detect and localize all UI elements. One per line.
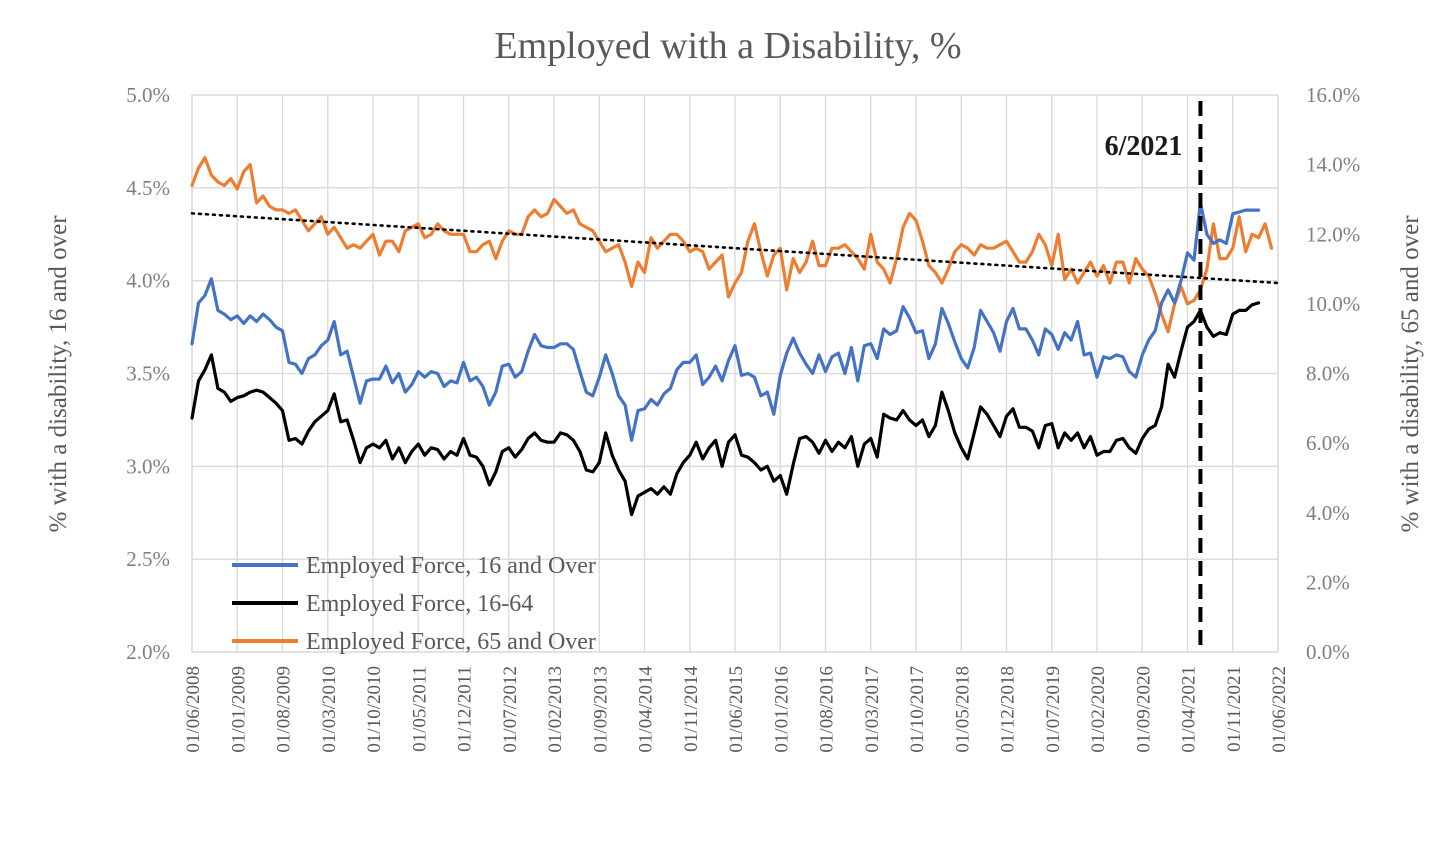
legend-label: Employed Force, 16-64	[306, 591, 533, 617]
right-tick-label: 4.0%	[1306, 501, 1350, 525]
x-tick-label: 01/09/2020	[1133, 666, 1154, 753]
x-tick-label: 01/07/2019	[1043, 666, 1064, 753]
x-tick-label: 01/08/2009	[274, 666, 295, 753]
x-tick-label: 01/01/2016	[771, 666, 792, 753]
x-tick-label: 01/11/2014	[681, 666, 702, 752]
left-tick-label: 4.5%	[126, 176, 170, 200]
right-tick-label: 2.0%	[1306, 570, 1350, 594]
x-tick-label: 01/05/2018	[952, 666, 973, 753]
plot-frame	[191, 94, 1279, 653]
right-axis-ticks: 0.0% 2.0% 4.0% 6.0% 8.0% 10.0% 12.0% 14.0% 16.0%	[1306, 83, 1360, 664]
x-tick-label: 01/08/2016	[817, 666, 838, 753]
left-tick-label: 3.0%	[126, 454, 170, 478]
right-axis-label: % with a disability, 65 and over	[1397, 215, 1424, 533]
legend-label: Employed Force, 65 and Over	[306, 629, 596, 655]
annotation-label: 6/2021	[1105, 131, 1183, 162]
x-tick-label: 01/03/2017	[862, 666, 883, 753]
x-tick-label: 01/02/2013	[545, 666, 566, 753]
left-tick-label: 3.5%	[126, 362, 170, 386]
x-tick-label: 01/02/2020	[1088, 666, 1109, 753]
x-tick-label: 01/11/2021	[1224, 666, 1245, 752]
x-tick-label: 01/03/2010	[319, 666, 340, 753]
x-tick-label: 01/01/2009	[228, 666, 249, 753]
x-tick-label: 01/10/2017	[907, 666, 928, 753]
x-tick-label: 01/06/2008	[183, 666, 204, 753]
series-lines	[190, 156, 1274, 517]
left-axis-ticks: 2.0% 2.5% 3.0% 3.5% 4.0% 4.5% 5.0%	[126, 83, 170, 664]
series-line-2	[190, 156, 1274, 334]
x-tick-label: 01/06/2015	[726, 666, 747, 753]
x-axis-ticks: 01/06/2008 01/01/2009 01/08/2009 01/03/2010…	[183, 666, 1290, 753]
x-tick-label: 01/09/2013	[590, 666, 611, 753]
left-tick-label: 2.0%	[126, 640, 170, 664]
left-tick-label: 5.0%	[126, 83, 170, 107]
chart-title: Employed with a Disability, %	[494, 25, 961, 67]
x-tick-label: 01/05/2011	[409, 666, 430, 752]
x-tick-label: 01/04/2021	[1179, 666, 1200, 753]
x-tick-label: 01/10/2010	[364, 666, 385, 753]
legend-label: Employed Force, 16 and Over	[306, 553, 596, 579]
x-tick-label: 01/04/2014	[636, 666, 657, 753]
left-tick-label: 4.0%	[126, 269, 170, 293]
x-tick-label: 01/07/2012	[500, 666, 521, 753]
right-tick-label: 12.0%	[1306, 222, 1360, 246]
x-tick-label: 01/12/2011	[455, 666, 476, 752]
x-tick-label: 01/06/2022	[1269, 666, 1290, 753]
left-axis-label: % with a disability, 16 and over	[45, 215, 72, 533]
left-tick-label: 2.5%	[126, 547, 170, 571]
legend: Employed Force, 16 and Over Employed Forc…	[232, 553, 596, 655]
right-tick-label: 6.0%	[1306, 431, 1350, 455]
series-line-0	[190, 201, 1261, 442]
right-tick-label: 16.0%	[1306, 83, 1360, 107]
right-tick-label: 10.0%	[1306, 292, 1360, 316]
x-tick-label: 01/12/2018	[998, 666, 1019, 753]
right-tick-label: 8.0%	[1306, 362, 1350, 386]
trendline	[190, 212, 1280, 285]
series-line-1	[190, 301, 1261, 517]
right-tick-label: 14.0%	[1306, 153, 1360, 177]
right-tick-label: 0.0%	[1306, 640, 1350, 664]
